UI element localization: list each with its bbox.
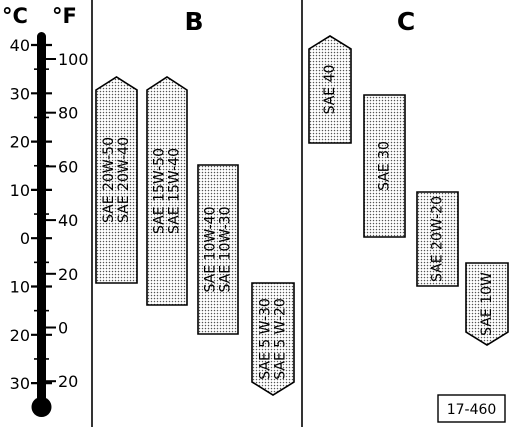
celsius-tick-label: 30: [10, 374, 30, 393]
grade-bar-shape: [308, 35, 352, 144]
celsius-tick-label: 30: [10, 84, 30, 103]
grade-bar: SAE 20W-50 SAE 20W-40: [95, 76, 138, 284]
fahrenheit-tick-label: 100: [58, 50, 89, 69]
grade-bar-shape: [465, 262, 509, 346]
section-b-grades: SAE 20W-50 SAE 20W-40 SAE 15W-50 SAE 15W-40…: [95, 76, 295, 396]
fahrenheit-tick-label: 20: [58, 372, 78, 391]
fahrenheit-tick-label: 40: [58, 211, 78, 230]
grade-bar-shape: [416, 191, 459, 287]
grade-bar: SAE 10W-40 SAE 10W-30: [197, 164, 239, 335]
grade-label: SAE 20W-50: [101, 137, 117, 223]
grade-label: SAE 10W-30: [218, 207, 234, 293]
grade-bar: SAE 15W-50 SAE 15W-40: [146, 76, 188, 306]
section-c-heading: C: [397, 7, 415, 36]
fahrenheit-tick-label: 20: [58, 265, 78, 284]
grade-label: SAE 5 W-20: [273, 298, 289, 380]
grade-label: SAE 30: [377, 141, 393, 191]
grade-bar-shape: [197, 164, 239, 335]
section-b-heading: B: [184, 7, 203, 36]
grade-bar: SAE 30: [363, 94, 406, 238]
grade-bar: SAE 5 W-30 SAE 5 W-20: [251, 282, 295, 396]
section-b: B SAE 20W-50 SAE 20W-40 SAE 15W-50 SAE 15W-…: [95, 7, 295, 396]
grade-label: SAE 5 W-30: [258, 298, 274, 380]
fahrenheit-tick-label: 60: [58, 157, 78, 176]
fahrenheit-tick-label: 80: [58, 104, 78, 123]
thermometer-bulb: [31, 397, 52, 417]
celsius-tick-label: 10: [10, 181, 30, 200]
celsius-unit-label: °C: [2, 4, 28, 28]
grade-label: SAE 20W-20: [430, 196, 446, 282]
grade-label: SAE 20W-40: [116, 137, 132, 223]
celsius-tick-label: 40: [10, 36, 30, 55]
grade-bar-shape: [146, 76, 188, 306]
figure-number-box: 17-460: [437, 394, 506, 423]
grade-bar: SAE 20W-20: [416, 191, 459, 287]
grade-bar-shape: [95, 76, 138, 284]
grade-bar: SAE 10W: [465, 262, 509, 346]
section-c: C SAE 40 SAE 30 SAE 20W-20 SAE 10W: [308, 7, 509, 346]
grade-label: SAE 10W: [479, 272, 495, 336]
grade-label: SAE 10W-40: [203, 207, 219, 293]
grade-label: SAE 40: [322, 65, 338, 115]
fahrenheit-tick-label: 0: [58, 319, 68, 338]
grade-bar-shape: [251, 282, 295, 396]
grade-label: SAE 15W-40: [167, 148, 183, 234]
figure-number: 17-460: [447, 402, 497, 418]
celsius-tick-label: 10: [10, 278, 30, 297]
grade-bar: SAE 40: [308, 35, 352, 144]
section-c-grades: SAE 40 SAE 30 SAE 20W-20 SAE 10W: [308, 35, 509, 346]
celsius-tick-label: 20: [10, 326, 30, 345]
celsius-tick-label: 0: [20, 229, 30, 248]
fahrenheit-unit-label: °F: [52, 4, 77, 28]
grade-label: SAE 15W-50: [152, 148, 168, 234]
thermometer-tube: [37, 32, 46, 404]
celsius-tick-label: 20: [10, 133, 30, 152]
grade-bar-shape: [363, 94, 406, 238]
